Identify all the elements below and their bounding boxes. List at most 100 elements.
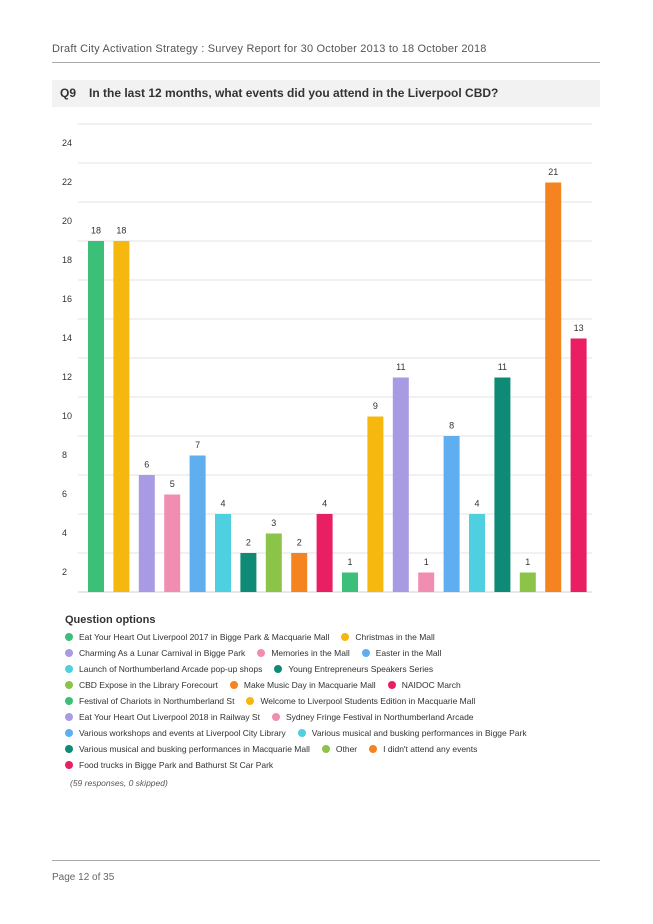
legend-item: NAIDOC March [387, 678, 461, 692]
legend-label: Young Entrepreneurs Speakers Series [288, 664, 434, 674]
value-label: 11 [396, 362, 405, 372]
value-label: 13 [574, 323, 584, 333]
value-label: 21 [548, 167, 558, 177]
legend: Eat Your Heart Out Liverpool 2017 in Big… [65, 630, 585, 772]
legend-label: Launch of Northumberland Arcade pop-up s… [79, 664, 263, 674]
legend-swatch [387, 681, 396, 689]
legend-item: Memories in the Mall [257, 646, 350, 660]
legend-item: Launch of Northumberland Arcade pop-up s… [65, 662, 262, 676]
legend-item: Make Music Day in Macquarie Mall [229, 678, 376, 692]
value-label: 11 [498, 362, 507, 372]
legend-swatch [65, 761, 73, 769]
legend-label: Festival of Chariots in Northumberland S… [79, 696, 235, 706]
legend-item: Charming As a Lunar Carnival in Bigge Pa… [65, 646, 245, 660]
bar [316, 514, 333, 592]
legend-item: Sydney Fringe Festival in Northumberland… [271, 710, 474, 724]
header: Draft City Activation Strategy : Survey … [52, 43, 487, 55]
value-label: 1 [347, 557, 352, 567]
legend-swatch [65, 649, 73, 657]
legend-item: Food trucks in Bigge Park and Bathurst S… [65, 758, 273, 772]
bar [392, 377, 409, 592]
legend-item: Various musical and busking performances… [65, 742, 310, 756]
value-label: 2 [246, 537, 251, 547]
y-tick-label: 16 [62, 294, 72, 304]
legend-item: Young Entrepreneurs Speakers Series [274, 662, 433, 676]
bar [342, 572, 358, 592]
bar [443, 436, 460, 592]
legend-label: Various musical and busking performances… [311, 728, 527, 738]
legend-swatch [65, 729, 73, 737]
legend-item: Welcome to Liverpool Students Edition in… [246, 694, 475, 708]
legend-label: Various workshops and events at Liverpoo… [79, 728, 286, 738]
bar [494, 377, 511, 592]
legend-label: Food trucks in Bigge Park and Bathurst S… [79, 760, 274, 770]
value-label: 18 [91, 225, 101, 235]
legend-item: CBD Expose in the Library Forecourt [65, 678, 218, 692]
value-label: 1 [525, 557, 530, 567]
legend-swatch [246, 697, 255, 705]
legend-item: Christmas in the Mall [341, 630, 435, 644]
bar [138, 475, 155, 592]
legend-swatch [361, 649, 370, 657]
y-tick-label: 20 [62, 216, 72, 226]
bar [545, 182, 562, 592]
legend-item: Eat Your Heart Out Liverpool 2018 in Rai… [65, 710, 260, 724]
bar [240, 553, 257, 592]
y-tick-label: 22 [62, 177, 72, 187]
legend-swatch [369, 745, 378, 753]
y-tick-label: 6 [62, 489, 67, 499]
value-label: 7 [195, 440, 200, 450]
bar [215, 514, 231, 592]
legend-swatch [321, 745, 330, 753]
legend-swatch [257, 649, 266, 657]
legend-item: Other [321, 742, 357, 756]
response-note: (59 responses, 0 skipped) [70, 778, 168, 788]
legend-label: Eat Your Heart Out Liverpool 2018 in Rai… [79, 712, 260, 722]
legend-label: Easter in the Mall [375, 648, 442, 658]
legend-item: I didn't attend any events [369, 742, 477, 756]
bar [367, 416, 384, 592]
legend-swatch [65, 665, 73, 673]
bar [88, 241, 104, 592]
legend-label: Welcome to Liverpool Students Edition in… [260, 696, 476, 706]
bar [519, 572, 536, 592]
value-label: 18 [116, 225, 126, 235]
legend-label: Christmas in the Mall [355, 632, 435, 642]
value-label: 9 [373, 401, 378, 411]
y-tick-label: 18 [62, 255, 72, 265]
legend-label: Memories in the Mall [271, 648, 350, 658]
legend-label: CBD Expose in the Library Forecourt [79, 680, 218, 690]
legend-label: NAIDOC March [401, 680, 461, 690]
question-text: In the last 12 months, what events did y… [89, 86, 499, 100]
bar [164, 494, 181, 592]
legend-item: Various musical and busking performances… [297, 726, 527, 740]
bar [469, 514, 485, 592]
bar [265, 533, 282, 592]
footer-rule [52, 860, 600, 861]
legend-swatch [65, 697, 73, 705]
legend-swatch [297, 729, 306, 737]
question-number: Q9 [60, 86, 77, 100]
value-label: 4 [322, 498, 327, 508]
legend-swatch [65, 681, 73, 689]
legend-swatch [65, 745, 73, 753]
value-label: 4 [474, 498, 479, 508]
question-box: Q9 In the last 12 months, what events di… [52, 80, 600, 107]
legend-swatch [274, 665, 283, 673]
legend-item: Festival of Chariots in Northumberland S… [65, 694, 234, 708]
bar [418, 572, 435, 592]
legend-item: Easter in the Mall [361, 646, 442, 660]
legend-swatch [341, 633, 350, 641]
footer: Page 12 of 35 [52, 872, 115, 883]
y-tick-label: 10 [62, 411, 72, 421]
legend-item: Various workshops and events at Liverpoo… [65, 726, 286, 740]
legend-swatch [271, 713, 280, 721]
header-rule [52, 62, 600, 63]
legend-label: Make Music Day in Macquarie Mall [243, 680, 376, 690]
bar [113, 241, 130, 592]
y-tick-label: 2 [62, 567, 67, 577]
value-label: 2 [297, 537, 302, 547]
y-tick-label: 4 [62, 528, 67, 538]
bar [291, 553, 308, 592]
